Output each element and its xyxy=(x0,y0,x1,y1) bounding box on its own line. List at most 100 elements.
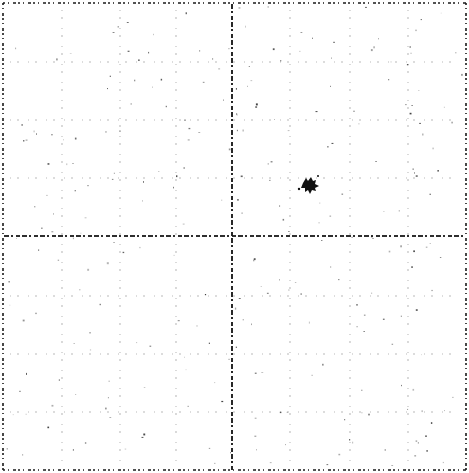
speckle xyxy=(267,6,269,8)
speckle xyxy=(388,79,390,81)
speckle xyxy=(321,240,323,241)
speckle xyxy=(242,129,244,132)
speckle xyxy=(58,379,60,381)
speckle xyxy=(218,68,221,70)
speckle xyxy=(256,449,257,451)
speckle xyxy=(89,349,92,351)
speckle xyxy=(319,202,321,204)
speckle xyxy=(130,103,132,105)
speckle xyxy=(254,435,257,437)
speckle xyxy=(288,231,290,232)
speckle xyxy=(439,257,442,258)
speckle xyxy=(235,88,237,90)
speckle xyxy=(429,243,431,244)
speckle xyxy=(415,175,418,177)
speckle xyxy=(204,294,207,296)
speckle xyxy=(413,250,415,253)
speckle xyxy=(184,119,186,121)
speckle xyxy=(294,282,297,283)
speckle xyxy=(198,132,201,133)
speckle xyxy=(299,50,301,52)
speckle xyxy=(430,422,433,424)
speckle xyxy=(87,185,89,187)
speckle xyxy=(361,412,363,414)
speckle xyxy=(21,124,23,126)
speckle xyxy=(143,387,146,388)
speckle xyxy=(280,60,282,62)
speckle xyxy=(412,168,414,170)
speckle xyxy=(119,130,121,132)
speckle xyxy=(53,213,54,215)
speckle xyxy=(288,289,290,291)
speckle xyxy=(253,258,256,261)
speckle xyxy=(444,410,445,412)
speckle xyxy=(279,411,282,414)
speckle xyxy=(109,75,111,77)
speckle xyxy=(410,52,412,54)
speckle xyxy=(183,167,185,169)
speckle xyxy=(370,236,373,238)
speckle xyxy=(149,345,152,347)
speckle xyxy=(230,452,231,454)
speckle xyxy=(117,26,119,28)
speckle xyxy=(57,259,60,261)
speckle xyxy=(425,246,428,248)
speckle xyxy=(99,303,101,306)
speckle xyxy=(409,46,411,48)
main-dividers xyxy=(4,4,466,470)
speckle xyxy=(414,172,415,174)
speckle xyxy=(382,318,385,320)
speckle xyxy=(274,119,275,120)
speckle xyxy=(212,58,214,60)
speckle xyxy=(330,266,332,268)
speckle xyxy=(420,19,422,21)
speckle xyxy=(75,394,77,395)
speckle xyxy=(15,47,17,50)
speckle xyxy=(318,222,320,224)
speckle xyxy=(442,461,444,464)
speckle xyxy=(107,397,109,399)
speckle xyxy=(22,454,24,456)
speckle xyxy=(300,32,303,33)
speckle xyxy=(331,57,332,59)
speckle xyxy=(400,315,402,317)
speckle xyxy=(23,140,25,142)
speckle xyxy=(287,130,290,132)
speckle xyxy=(356,326,358,328)
speckle xyxy=(113,242,115,243)
speckle xyxy=(87,268,90,271)
speckle xyxy=(160,78,163,81)
speckle xyxy=(361,389,363,391)
speckle xyxy=(405,104,407,106)
speckle xyxy=(338,453,341,456)
speckle xyxy=(122,251,125,254)
speckle xyxy=(80,232,82,234)
speckle xyxy=(455,52,457,54)
speckle xyxy=(391,343,394,345)
speckle xyxy=(25,139,28,141)
speckle xyxy=(421,410,423,413)
speckle xyxy=(41,227,43,229)
blot-dot-2 xyxy=(317,175,319,177)
speckle xyxy=(173,186,174,189)
speckle xyxy=(255,106,258,108)
scan-speckles xyxy=(6,6,463,466)
speckle xyxy=(51,231,54,233)
speckle xyxy=(141,436,144,438)
speckle xyxy=(72,163,74,164)
speckle xyxy=(452,396,454,398)
speckle xyxy=(411,266,413,268)
speckle xyxy=(338,279,340,281)
speckle xyxy=(176,175,178,178)
speckle xyxy=(384,449,386,451)
speckle xyxy=(22,319,25,322)
speckle xyxy=(134,79,136,82)
speckle xyxy=(443,106,445,108)
speckle xyxy=(236,129,238,132)
speckle xyxy=(341,193,344,195)
speckle xyxy=(400,245,402,248)
speckle xyxy=(282,218,285,221)
speckle xyxy=(269,179,271,181)
